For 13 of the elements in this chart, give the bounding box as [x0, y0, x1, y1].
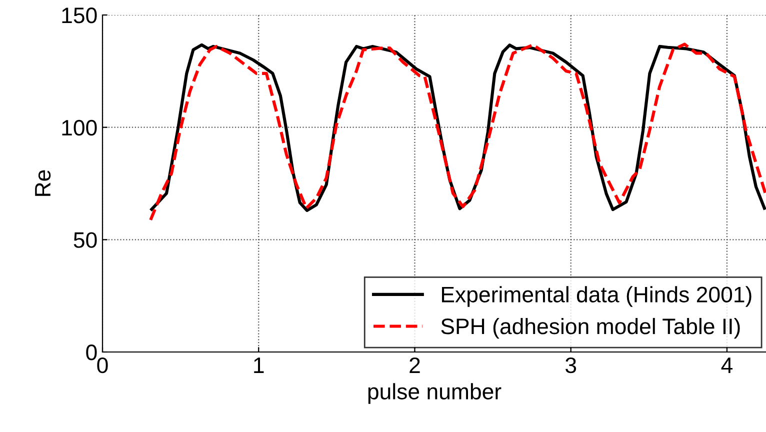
x-tick-label: 2: [410, 357, 420, 373]
x-tick-label: 4: [721, 358, 732, 373]
y-tick-label: 0: [86, 344, 97, 360]
legend-label: SPH (adhesion model Table II): [441, 318, 740, 339]
legend-label: Experimental data (Hinds 2001): [442, 286, 752, 307]
x-tick-label: 0: [97, 357, 108, 374]
x-tick-label: 3: [566, 357, 576, 374]
x-tick-label: 1: [254, 358, 264, 373]
y-tick-label: 150: [62, 8, 97, 24]
x-axis-title: pulse number: [368, 383, 502, 404]
y-tick-label: 100: [62, 120, 97, 136]
y-tick-label: 50: [74, 232, 97, 248]
y-axis-title: Re: [35, 170, 51, 196]
